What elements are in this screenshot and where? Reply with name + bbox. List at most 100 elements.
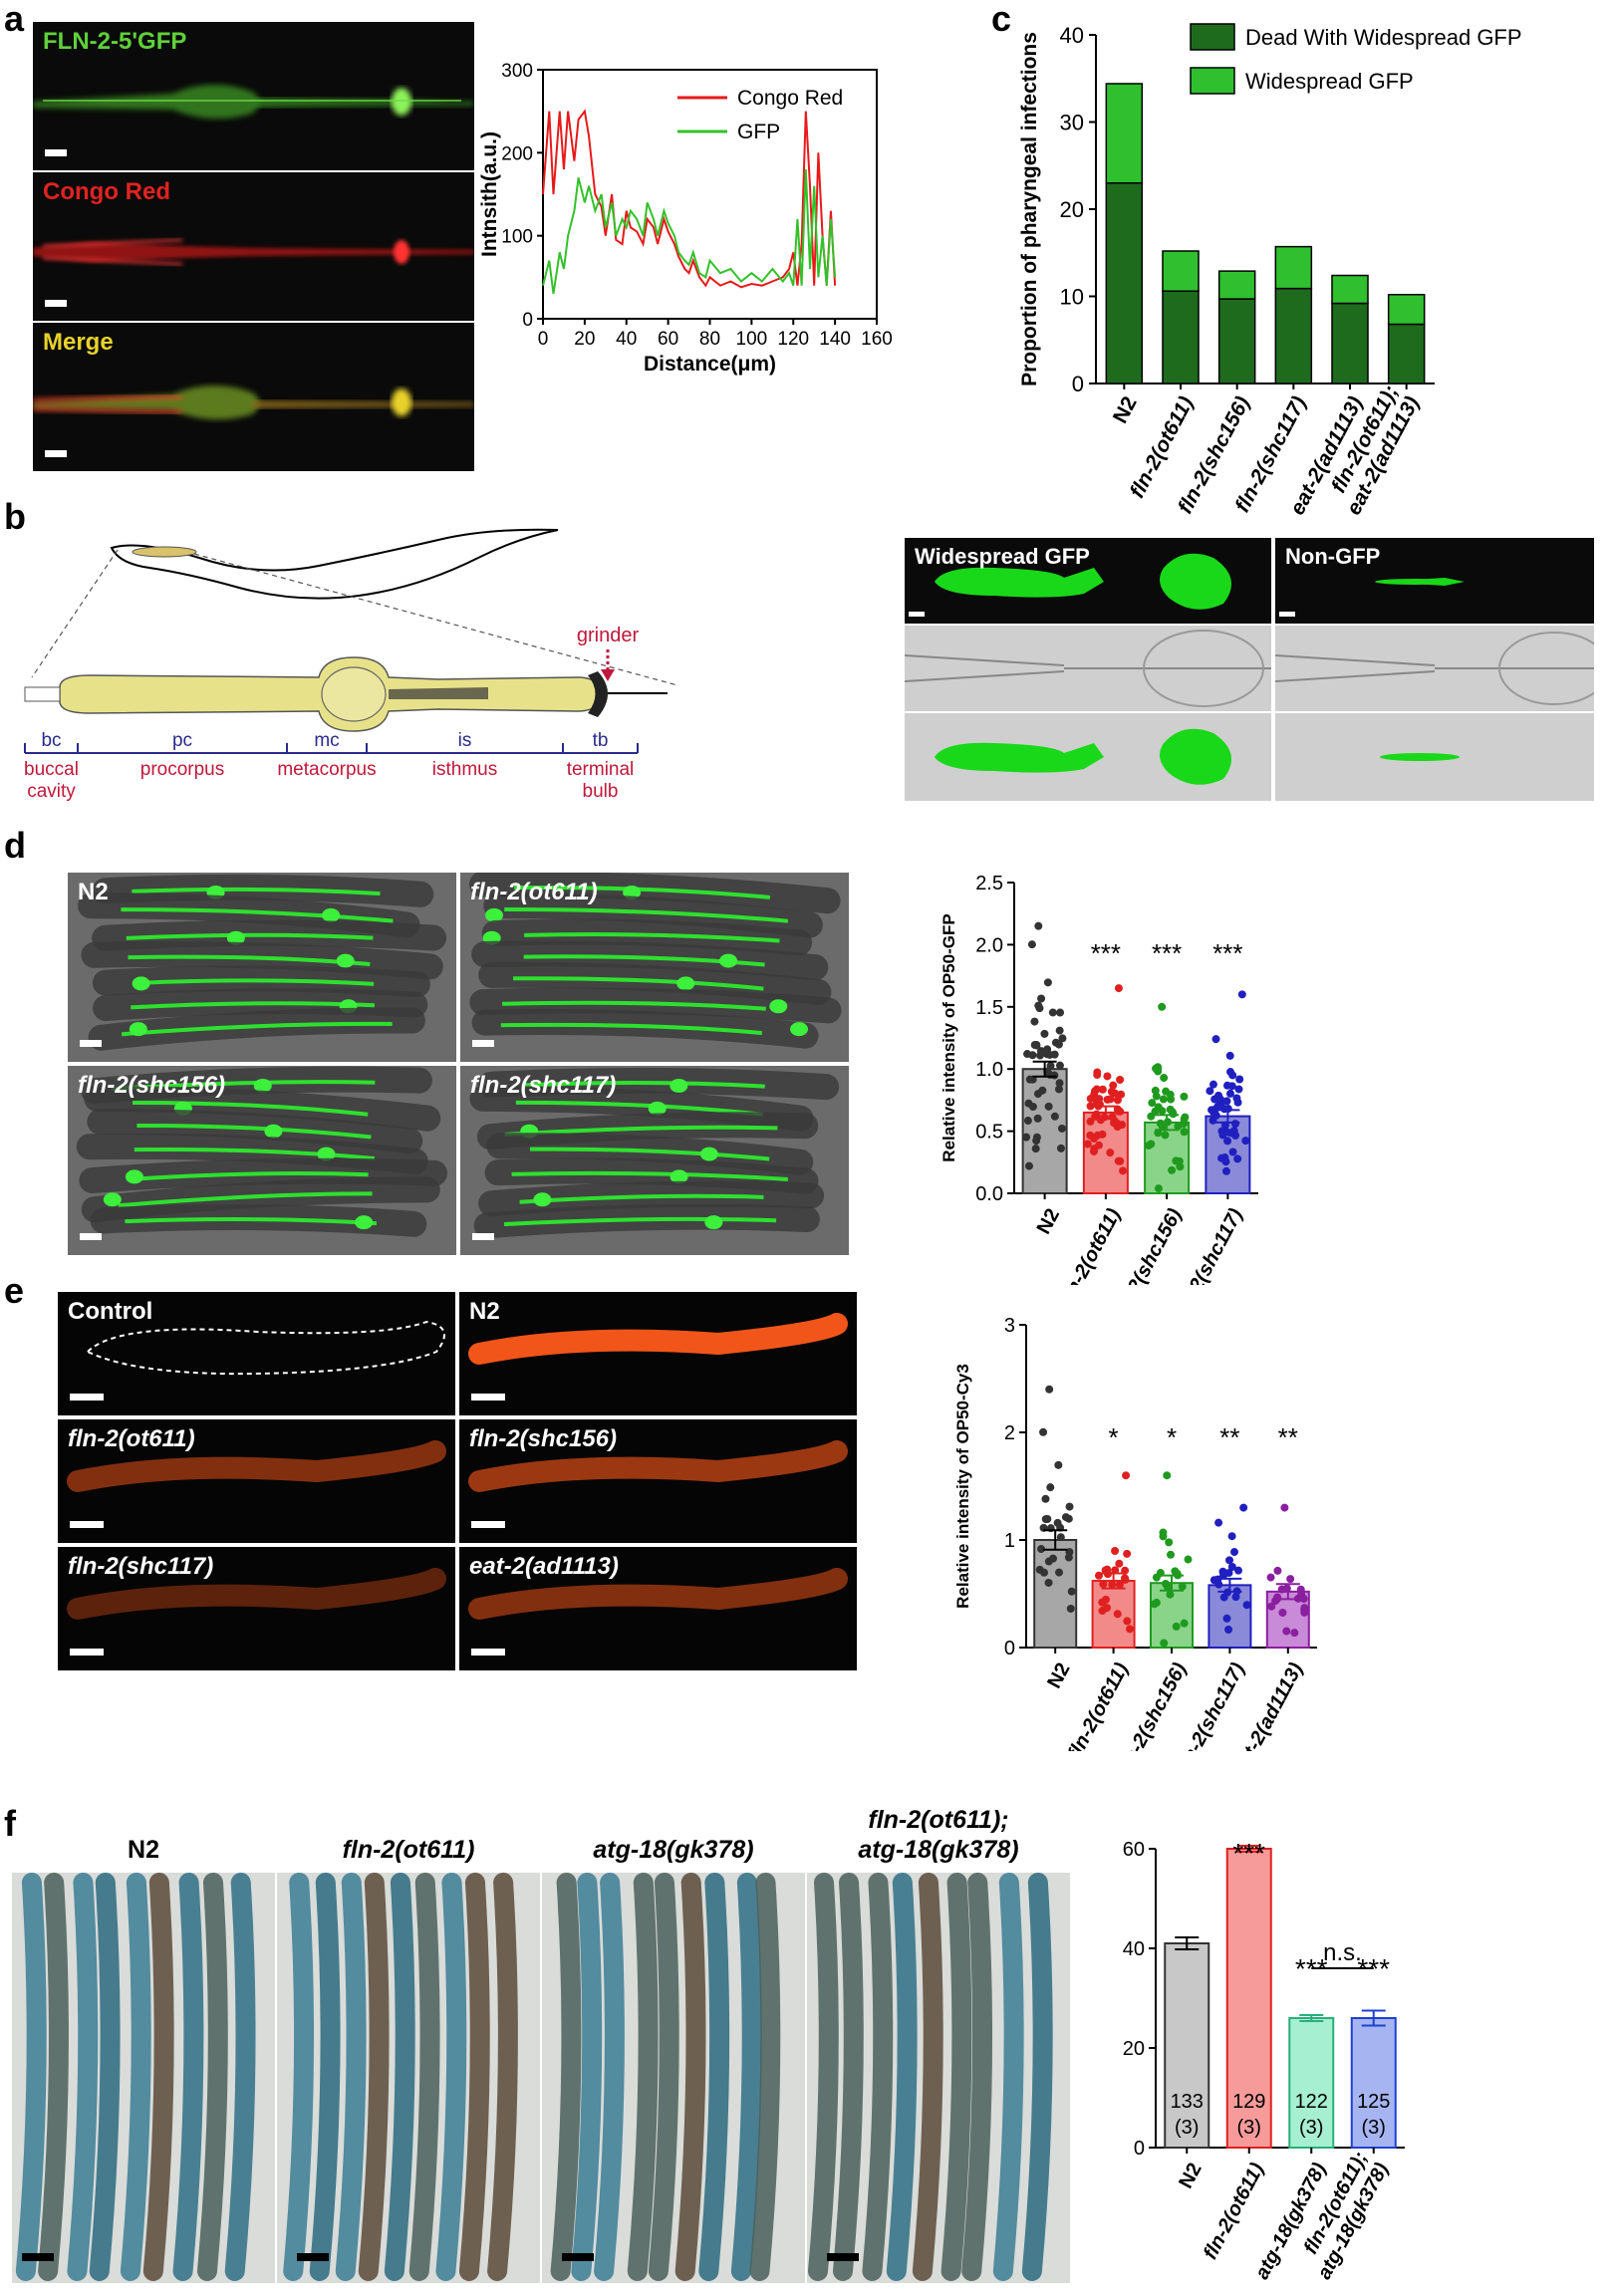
image-content xyxy=(468,1440,848,1492)
y-tick-label: 200 xyxy=(501,143,533,164)
data-point xyxy=(1184,1555,1193,1564)
scale-bar xyxy=(297,2253,329,2261)
panel-label-e: e xyxy=(4,1270,25,1311)
panel-label-f: f xyxy=(4,1803,16,1844)
gfp-comparison-left: Widespread GFP xyxy=(905,538,1271,801)
y-axis-label: Intnsith(a.u.) xyxy=(478,131,501,257)
micrograph-n2: N2 xyxy=(68,873,456,1062)
data-point xyxy=(1234,1566,1243,1575)
y-tick-label: 2.5 xyxy=(975,873,1003,894)
data-point xyxy=(1024,1161,1033,1170)
data-point xyxy=(1040,1047,1049,1056)
x-tick-label: fln-2(ot611) xyxy=(1064,1658,1133,1751)
data-point xyxy=(1083,1140,1092,1148)
x-tick-label-group: fln-2(ot611) xyxy=(1056,1204,1125,1285)
data-point xyxy=(1111,1566,1120,1575)
scale-bar xyxy=(471,1649,505,1656)
data-point xyxy=(1098,1598,1107,1607)
data-point xyxy=(1048,1008,1057,1017)
data-point xyxy=(1227,1082,1236,1091)
micrograph-gfp: FLN-2-5'GFP xyxy=(33,22,474,170)
data-point xyxy=(1222,1614,1231,1623)
y-tick-label: 2 xyxy=(1004,1422,1015,1444)
x-tick-label: N2 xyxy=(1109,392,1142,427)
stacked-bar-chart-infections: 0 10 20 30 40 Proportion of pharyngeal infect… xyxy=(1018,23,1522,518)
data-point xyxy=(1214,1518,1223,1527)
data-point xyxy=(1144,1142,1153,1150)
bar-segment xyxy=(1162,250,1200,292)
data-point xyxy=(1115,1559,1124,1568)
bracket-label: n.s. xyxy=(1323,1939,1362,1966)
y-axis-label: Proportion of pharyngeal infections xyxy=(1018,32,1041,386)
data-point xyxy=(1180,1120,1189,1129)
image-content xyxy=(86,1320,445,1376)
y-tick-label: 1 xyxy=(1004,1530,1015,1552)
y-tick-label: 0 xyxy=(1134,2138,1145,2160)
bar-segment xyxy=(1274,287,1313,384)
segment-abbr: mc xyxy=(314,730,339,751)
data-point xyxy=(1031,1145,1040,1153)
segment-name: buccal cavity xyxy=(24,759,79,802)
data-point xyxy=(1050,1050,1059,1059)
op50-cy3-images: Control N2 fln-2(ot611) fln-2(shc156) fln-2(… xyxy=(58,1292,857,1672)
data-point xyxy=(1227,1562,1236,1571)
line-chart-intensity: 0 20 40 60 80 100 120 140 160 0 100 200 300 Distance(… xyxy=(478,61,893,376)
data-point xyxy=(1234,1085,1243,1094)
worm-congo-red xyxy=(33,238,474,266)
legend-label: Widespread GFP xyxy=(1245,69,1414,94)
data-point xyxy=(1037,1545,1046,1554)
significance-label: * xyxy=(1109,1422,1119,1452)
x-tick-label-group: N2 xyxy=(1175,2160,1206,2192)
bar xyxy=(1091,1580,1136,1650)
data-point xyxy=(1150,1600,1159,1609)
data-point xyxy=(1206,1087,1214,1096)
data-point xyxy=(1114,1156,1123,1165)
xgal-micrograph xyxy=(277,1873,540,2283)
data-point xyxy=(1169,1110,1178,1119)
y-tick-label: 0 xyxy=(522,310,533,331)
micrograph-fln-2-ot611-: fln-2(ot611) xyxy=(460,873,849,1062)
y-tick-label: 0 xyxy=(1072,372,1084,396)
worm-gfp xyxy=(33,84,474,120)
y-tick-label: 10 xyxy=(1060,285,1084,310)
grinder-shape xyxy=(588,671,608,717)
bar-segment xyxy=(1217,270,1256,300)
micrograph-fln-2-ot611-: fln-2(ot611) xyxy=(58,1419,455,1543)
x-tick-label: N2 xyxy=(1175,2160,1206,2192)
data-point xyxy=(1229,1548,1238,1557)
data-point xyxy=(1055,1026,1064,1035)
micrograph-fln-2-shc117-: fln-2(shc117) xyxy=(460,1066,849,1255)
data-point xyxy=(1103,1072,1112,1081)
scale-bar xyxy=(80,1040,102,1047)
x-tick-label-group: fln-2(ot611) xyxy=(1064,1658,1133,1751)
scale-bar xyxy=(471,1394,505,1401)
data-point xyxy=(1225,1556,1234,1565)
data-point xyxy=(1218,1131,1227,1140)
scale-bar xyxy=(22,2253,54,2261)
image-label: N2 xyxy=(128,1836,159,1864)
data-point xyxy=(1156,1119,1165,1128)
data-point xyxy=(1211,1035,1220,1044)
x-tick-label-group: N2 xyxy=(1033,1205,1064,1238)
series-line-congo-red xyxy=(542,109,837,289)
image-label: fln-2(shc117) xyxy=(470,1072,617,1099)
segment-abbr: tb xyxy=(593,730,609,751)
row-label-congo-red: Congo Red xyxy=(43,178,170,205)
data-point xyxy=(1040,1568,1049,1577)
bar-segment xyxy=(1217,298,1256,384)
image-content xyxy=(468,1568,848,1620)
data-point xyxy=(1086,1094,1095,1103)
segment-ticks: bc buccal cavity pc procorpus mc metacorpus is i… xyxy=(24,730,639,802)
data-point xyxy=(1152,1064,1161,1073)
data-point xyxy=(1163,1471,1172,1480)
image-label: fln-2(ot611) xyxy=(342,1836,475,1864)
data-point xyxy=(1039,1427,1048,1436)
data-point xyxy=(1213,1102,1222,1111)
op50-gfp-images: N2 fln-2(ot611) fln-2(shc156) fln-2(shc117) xyxy=(68,873,850,1259)
scale-bar xyxy=(80,1233,102,1240)
data-point xyxy=(1098,1085,1107,1094)
legend-swatch xyxy=(1190,67,1235,95)
data-point xyxy=(1231,1131,1240,1140)
image-content xyxy=(468,873,842,1049)
